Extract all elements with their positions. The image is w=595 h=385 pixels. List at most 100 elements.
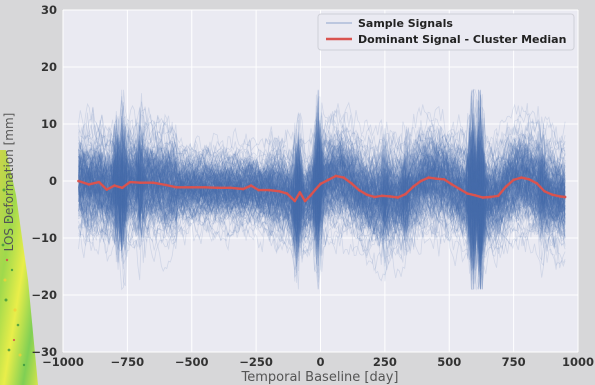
sample-signal-line [78,137,566,253]
median-point [105,188,109,191]
median-line-group [77,174,567,203]
sample-signal-line [78,159,566,228]
sample-signal-line [78,152,566,252]
sample-signal-line [78,146,566,233]
median-point [512,178,515,182]
sample-signal-line [78,156,566,270]
sample-signal-line [78,130,566,259]
sample-signal-line [78,143,566,206]
median-point [303,199,307,203]
sample-signal-line [78,89,566,221]
sample-signal-line [78,160,566,227]
x-tick-label: 0 [316,355,324,369]
sample-signal-line [78,99,566,244]
sample-signal-line [78,140,566,249]
sample-signals-group [78,88,566,291]
deformation-map-image [0,150,38,385]
sample-signal-line [78,89,566,244]
sample-signal-line [78,112,566,242]
median-point [419,179,423,183]
sample-signal-line [78,122,566,234]
sample-signal-line [78,146,566,290]
median-point [113,184,116,187]
sample-signal-line [78,148,566,220]
x-axis-label: Temporal Baseline [day] [241,370,399,385]
sample-signal-line [78,158,566,230]
sample-signal-line [78,101,566,227]
x-tick-label: 1000 [562,355,594,369]
median-point [285,192,289,195]
median-point [151,181,155,185]
sample-signal-line [78,118,566,210]
sample-signal-line [78,114,566,233]
sample-signal-line [78,178,566,266]
sample-signal-line [78,140,566,226]
median-point [203,185,206,189]
sample-signal-line [78,157,566,271]
x-tick-label: −500 [175,355,209,369]
median-point [535,181,539,185]
sample-signal-line [78,146,566,263]
sample-signal-line [78,156,566,252]
sample-signal-line [78,143,566,222]
sample-signal-line [78,175,566,249]
sample-signal-line [78,161,566,239]
sample-signal-line [78,89,566,226]
sample-signal-line [78,107,566,223]
median-point [190,185,194,189]
sample-signal-line [78,155,566,258]
sample-signal-line [78,112,566,248]
sample-signal-line [78,90,566,220]
sample-signal-line [78,135,566,235]
sample-signal-line [78,129,566,223]
legend-median-label: Dominant Signal - Cluster Median [358,33,566,46]
median-point [388,195,392,198]
sample-signal-line [78,132,566,230]
sample-signal-line [78,162,566,221]
y-tick-label: 0 [49,174,57,188]
sample-signal-line [78,151,566,217]
sample-signal-line [78,131,566,226]
sample-signal-line [78,159,566,246]
sample-signal-line [78,95,566,256]
sample-signal-line [78,172,566,250]
sample-signal-line [78,172,566,239]
x-axis-ticks: −1000 −750 −500 −250 0 250 500 750 1000 [42,355,594,369]
median-point [229,186,232,190]
median-point [164,183,168,187]
sample-signal-line [78,157,566,252]
sample-signal-line [78,145,566,217]
sample-signal-line [78,173,566,265]
median-point [267,188,271,192]
sample-signal-line [78,161,566,240]
sample-signal-line [78,128,566,284]
sample-signal-line [78,151,566,253]
sample-signal-line [78,119,566,235]
median-point [308,194,312,198]
sample-signal-line [78,138,566,222]
median-point [357,188,361,192]
sample-signal-line [78,115,566,226]
sample-signal-line [78,166,566,290]
sample-signal-line [78,143,566,214]
y-axis-ticks: −30 −20 −10 0 10 20 30 [31,3,57,359]
sample-signal-line [78,181,566,259]
sample-signal-line [78,135,566,269]
sample-signal-line [78,157,566,236]
median-point [314,188,317,191]
sample-signal-line [78,170,566,250]
x-tick-label: 250 [373,355,397,369]
sample-signal-line [78,143,566,212]
sample-signal-line [78,137,566,274]
sample-signal-line [78,149,566,220]
sample-signal-line [78,89,566,240]
sample-signal-line [78,158,566,262]
y-tick-label: −10 [31,231,57,245]
sample-signal-line [78,186,566,270]
sample-signal-line [78,121,566,240]
sample-signal-line [78,149,566,214]
sample-signal-line [78,137,566,289]
sample-signal-line [78,89,566,197]
median-point [138,181,142,185]
